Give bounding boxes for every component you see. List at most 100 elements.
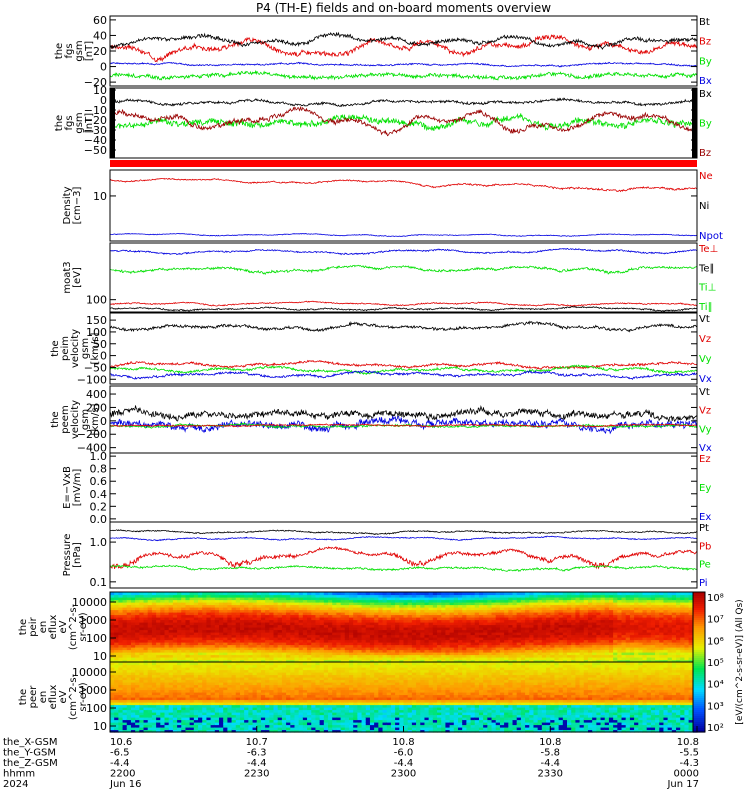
spectrogram-cell xyxy=(634,627,639,631)
spectrogram-cell xyxy=(143,712,149,716)
spectrogram-cell xyxy=(340,644,346,648)
spectrogram-cell xyxy=(315,617,321,621)
spectrogram-cell xyxy=(210,654,216,658)
spectrogram-cell xyxy=(126,714,132,718)
spectrogram-cell xyxy=(650,607,656,611)
spectrogram-cell xyxy=(302,597,308,601)
spectrogram-cell xyxy=(143,702,149,706)
spectrogram-cell xyxy=(374,649,379,653)
spectrogram-cell xyxy=(386,617,392,621)
spectrogram-cell xyxy=(177,667,182,671)
spectrogram-cell xyxy=(374,619,379,623)
spectrogram-cell xyxy=(650,602,656,606)
spectrogram-cell xyxy=(608,644,614,648)
spectrogram-cell xyxy=(344,599,350,603)
spectrogram-cell xyxy=(219,702,224,706)
spectrogram-cell xyxy=(592,622,597,626)
spectrogram-cell xyxy=(185,609,191,613)
spectrogram-cell xyxy=(156,644,161,648)
spectrogram-cell xyxy=(684,607,690,611)
spectrogram-cell xyxy=(462,642,467,646)
spectrogram-cell xyxy=(378,649,384,653)
spectrogram-cell xyxy=(210,642,216,646)
spectrogram-cell xyxy=(277,617,283,621)
spectrogram-cell xyxy=(353,627,358,631)
spectrogram-cell xyxy=(160,699,166,703)
spectrogram-cell xyxy=(663,629,669,633)
spectrogram-cell xyxy=(516,622,522,626)
spectrogram-cell xyxy=(177,682,182,686)
spectrogram-cell xyxy=(235,719,241,723)
spectrogram-cell xyxy=(219,669,224,673)
spectrogram-cell xyxy=(592,652,597,656)
spectrogram-cell xyxy=(260,654,266,658)
spectrogram-cell xyxy=(596,639,602,643)
spectrogram-cell xyxy=(302,637,308,641)
spectrogram-cell xyxy=(206,622,212,626)
spectrogram-cell xyxy=(315,604,321,608)
spectrogram-cell xyxy=(353,642,358,646)
spectrogram-cell xyxy=(525,654,530,658)
spectrogram-cell xyxy=(256,617,262,621)
spectrogram-cell xyxy=(470,609,476,613)
spectrogram-cell xyxy=(206,632,212,636)
spectrogram-cell xyxy=(365,647,371,651)
spectrogram-cell xyxy=(277,652,283,656)
spectrogram-cell xyxy=(592,619,597,623)
spectrogram-cell xyxy=(483,622,488,626)
spectrogram-cell xyxy=(172,704,178,708)
spectrogram-cell xyxy=(210,667,216,671)
spectrogram-cell xyxy=(135,597,140,601)
spectrogram-cell xyxy=(185,682,191,686)
spectrogram-cell xyxy=(210,729,216,733)
spectrogram-cell xyxy=(470,637,476,641)
spectrogram-cell xyxy=(504,654,509,658)
spectrogram-cell xyxy=(671,612,677,616)
y-tick-label: −40 xyxy=(84,134,107,147)
spectrogram-cell xyxy=(487,649,493,653)
spectrogram-cell xyxy=(411,634,417,638)
spectrogram-cell xyxy=(667,629,673,633)
spectrogram-cell xyxy=(164,659,170,663)
spectrogram-cell xyxy=(244,657,249,661)
spectrogram-cell xyxy=(286,659,291,663)
spectrogram-cell xyxy=(558,629,564,633)
spectrogram-cell xyxy=(298,637,304,641)
spectrogram-cell xyxy=(244,624,249,628)
spectrogram-cell xyxy=(160,709,166,713)
spectrogram-cell xyxy=(227,652,233,656)
spectrogram-cell xyxy=(202,659,208,663)
spectrogram-cell xyxy=(625,607,631,611)
spectrogram-cell xyxy=(198,689,203,693)
spectrogram-cell xyxy=(328,602,333,606)
spectrogram-cell xyxy=(458,607,463,611)
spectrogram-cell xyxy=(294,592,300,596)
spectrogram-cell xyxy=(650,609,656,613)
spectrogram-cell xyxy=(172,697,178,701)
spectrogram-cell xyxy=(223,687,228,691)
spectrogram-cell xyxy=(554,654,560,658)
spectrogram-cell xyxy=(206,727,212,731)
spectrogram-cell xyxy=(634,647,639,651)
spectrogram-cell xyxy=(688,649,694,653)
spectrogram-cell xyxy=(269,652,275,656)
spectrogram-cell xyxy=(202,724,208,728)
spectrogram-cell xyxy=(239,627,245,631)
spectrogram-cell xyxy=(239,654,245,658)
spectrogram-cell xyxy=(114,657,119,661)
spectrogram-cell xyxy=(114,607,119,611)
spectrogram-cell xyxy=(332,594,338,598)
spectrogram-cell xyxy=(139,687,145,691)
spectrogram-cell xyxy=(462,639,467,643)
spectrogram-cell xyxy=(495,599,501,603)
spectrogram-cell xyxy=(151,652,157,656)
spectrogram-cell xyxy=(411,622,417,626)
spectrogram-cell xyxy=(378,609,384,613)
spectrogram-cell xyxy=(600,622,606,626)
spectrogram-cell xyxy=(642,659,648,663)
spectrogram-cell xyxy=(156,614,161,618)
spectrogram-cell xyxy=(244,614,249,618)
spectrogram-cell xyxy=(449,602,455,606)
spectrogram-cell xyxy=(151,629,157,633)
spectrogram-cell xyxy=(680,632,686,636)
